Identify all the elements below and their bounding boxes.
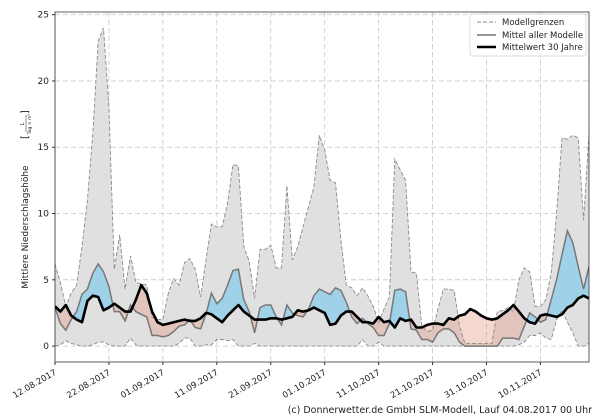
y-tick-label: 0 — [43, 342, 49, 352]
legend-label-climate: Mittelwert 30 Jahre — [502, 43, 583, 53]
legend-label-model-mean: Mittel aller Modelle — [502, 31, 583, 41]
plot-frame — [54, 11, 590, 363]
y-tick-label: 5 — [43, 276, 49, 286]
x-tick-label: 21.09.2017 — [227, 368, 274, 400]
x-tick-label: 21.10.2017 — [389, 368, 436, 400]
x-tick-label: 01.10.2017 — [281, 368, 328, 400]
climate-mean-line — [55, 283, 589, 329]
model-mean-line — [55, 228, 589, 347]
y-axis-label-bracket-open: [ — [20, 135, 31, 139]
model-upper-bound-line — [55, 27, 589, 344]
x-tick-label: 12.08.2017 — [11, 368, 58, 400]
legend-label-bounds: Modellgrenzen — [502, 18, 564, 28]
y-tick-label: 20 — [38, 77, 50, 87]
copyright-footer: (c) Donnerwetter.de GmbH SLM-Modell, Lau… — [287, 405, 592, 416]
model-range-band — [55, 27, 589, 347]
y-axis-label-bracket-close: ] — [20, 110, 31, 114]
x-tick-label: 31.10.2017 — [443, 368, 490, 400]
y-axis-label-text: Mittlere Niederschlagshöhe — [21, 165, 31, 289]
x-axis: 12.08.2017 22.08.2017 01.09.2017 11.09.2017… — [11, 362, 544, 401]
x-tick-label: 11.10.2017 — [335, 368, 382, 400]
x-tick-label: 10.11.2017 — [497, 368, 544, 400]
legend: Modellgrenzen Mittel aller Modelle Mitte… — [469, 13, 587, 57]
x-tick-label: 11.09.2017 — [173, 368, 220, 400]
x-tick-label: 22.08.2017 — [65, 368, 112, 400]
y-axis-label: Mittlere Niederschlagshöhe [ L Tag × m² … — [20, 110, 33, 289]
y-axis: 0 5 10 15 20 25 — [38, 11, 55, 352]
y-axis-unit-denominator: Tag × m² — [27, 114, 33, 136]
precipitation-chart: 0 5 10 15 20 25 12.08.2017 22.08.2017 01.09.201… — [11, 11, 590, 401]
y-tick-label: 15 — [38, 143, 49, 153]
x-tick-label: 01.09.2017 — [119, 368, 166, 400]
y-tick-label: 10 — [38, 210, 50, 220]
y-tick-label: 25 — [38, 11, 49, 21]
y-axis-unit-numerator: L — [20, 122, 26, 125]
